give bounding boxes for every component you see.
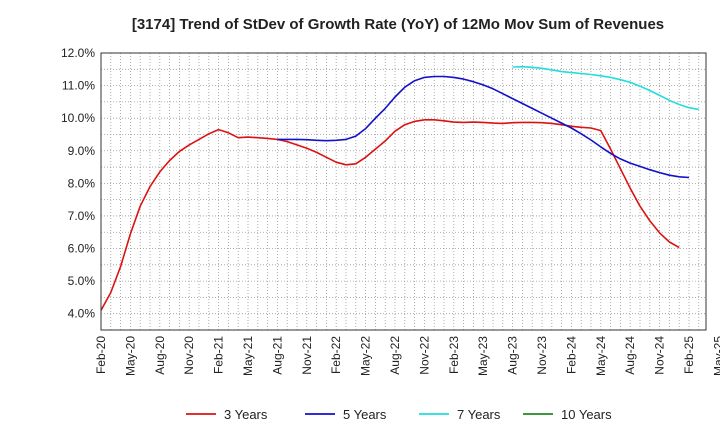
y-tick-label: 7.0%: [68, 209, 96, 223]
x-tick-label: Nov-20: [182, 336, 196, 375]
x-tick-label: Nov-21: [300, 336, 314, 375]
x-tick-label: May-24: [594, 336, 608, 376]
series-line-5-years: [277, 75, 690, 179]
legend: 3 Years 5 Years 7 Years 10 Years: [186, 407, 612, 422]
x-tick-label: May-22: [359, 336, 373, 376]
series-lines: [100, 65, 699, 311]
y-tick-label: 12.0%: [61, 46, 95, 60]
x-tick-label: May-23: [476, 336, 490, 376]
legend-label: 5 Years: [343, 407, 387, 422]
legend-label: 3 Years: [224, 407, 268, 422]
y-tick-label: 5.0%: [68, 274, 96, 288]
y-tick-label: 11.0%: [62, 79, 95, 93]
y-tick-label: 8.0%: [68, 176, 96, 190]
x-axis: Feb-20 May-20 Aug-20 Nov-20 Feb-21 May-21 Aug-…: [94, 336, 720, 376]
x-tick-label: Aug-21: [270, 336, 284, 375]
x-tick-label: Aug-24: [623, 336, 637, 375]
x-tick-label: Feb-24: [564, 336, 578, 374]
y-tick-label: 4.0%: [68, 307, 96, 321]
x-tick-label: May-21: [241, 336, 255, 376]
x-tick-label: Aug-22: [388, 336, 402, 375]
x-tick-label: Feb-22: [329, 336, 343, 374]
y-tick-label: 9.0%: [68, 144, 96, 158]
x-tick-label: Aug-20: [153, 336, 167, 375]
x-tick-label: Feb-23: [447, 336, 461, 374]
x-tick-label: Nov-22: [417, 336, 431, 375]
grid: [100, 52, 706, 330]
x-tick-label: Feb-21: [212, 336, 226, 374]
y-axis: 4.0% 5.0% 6.0% 7.0% 8.0% 9.0% 10.0% 11.0% 12.0%: [61, 46, 95, 321]
y-tick-label: 6.0%: [68, 242, 96, 256]
series-line-7-years: [512, 65, 699, 111]
legend-label: 10 Years: [561, 407, 612, 422]
x-tick-label: Aug-23: [506, 336, 520, 375]
x-tick-label: May-25: [711, 336, 720, 376]
x-tick-label: Nov-23: [535, 336, 549, 375]
x-tick-label: May-20: [123, 336, 137, 376]
series-line-3-years: [100, 119, 680, 311]
y-tick-label: 10.0%: [61, 111, 95, 125]
plot-frame: [100, 52, 707, 331]
legend-label: 7 Years: [457, 407, 501, 422]
x-tick-label: Nov-24: [653, 336, 667, 375]
chart-title: [3174] Trend of StDev of Growth Rate (Yo…: [132, 16, 664, 33]
x-tick-label: Feb-25: [682, 336, 696, 374]
x-tick-label: Feb-20: [94, 336, 108, 374]
